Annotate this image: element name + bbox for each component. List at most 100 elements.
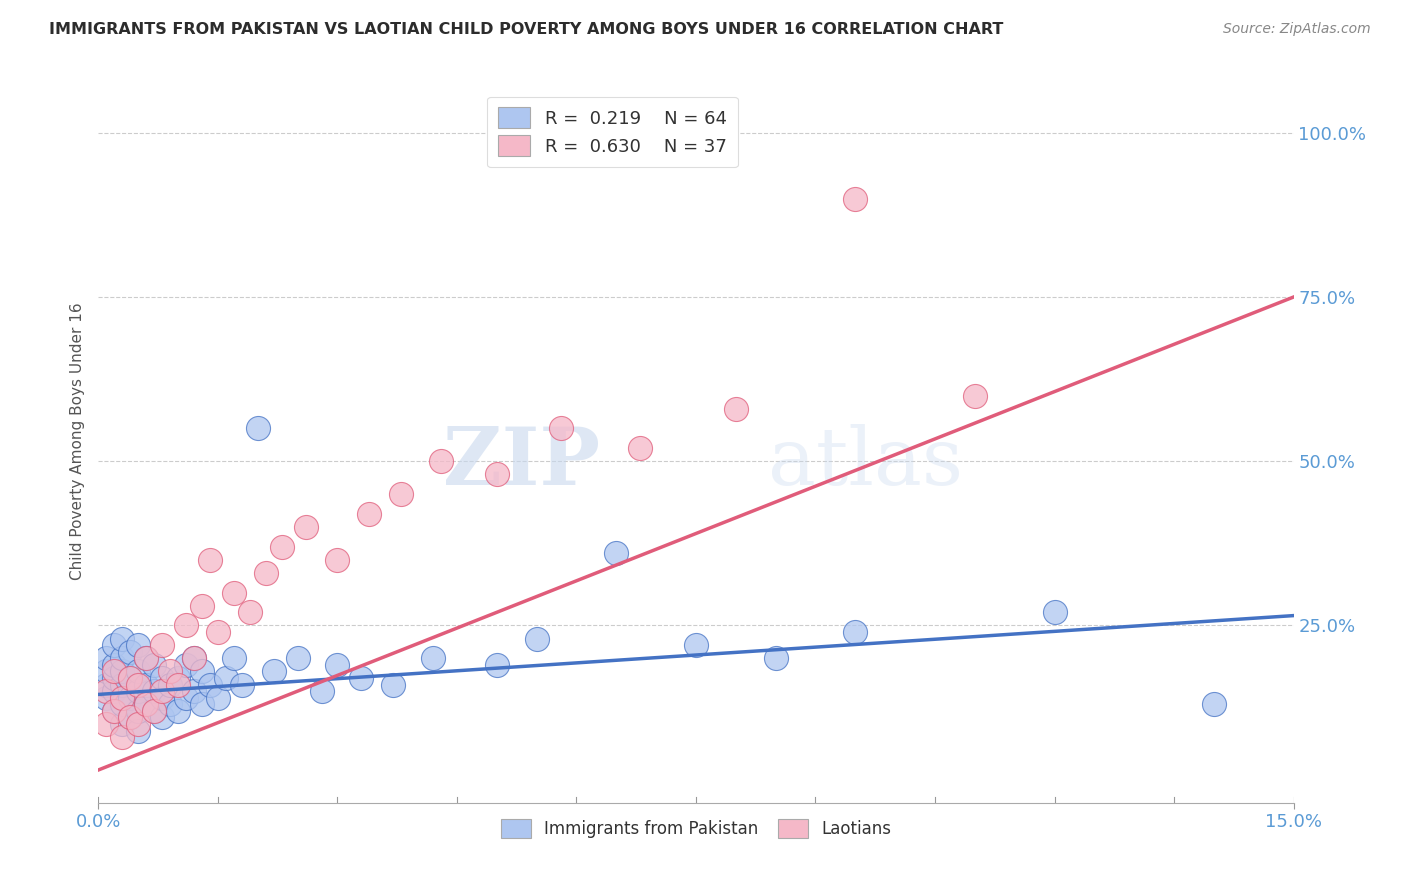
Point <box>111 677 134 691</box>
Point <box>135 651 157 665</box>
Point <box>143 704 166 718</box>
Point <box>159 665 181 679</box>
Point <box>207 690 229 705</box>
Point <box>111 690 134 705</box>
Point <box>1043 605 1066 619</box>
Point <box>103 704 125 718</box>
Point <box>765 651 787 665</box>
Point <box>135 651 157 665</box>
Point <box>120 671 142 685</box>
Point <box>359 507 381 521</box>
Point <box>111 717 134 731</box>
Point <box>127 684 149 698</box>
Text: atlas: atlas <box>768 425 963 502</box>
Point <box>287 651 309 665</box>
Point <box>111 632 134 646</box>
Point <box>485 467 508 482</box>
Point <box>430 454 453 468</box>
Point <box>159 698 181 712</box>
Point <box>191 599 214 613</box>
Point <box>103 665 125 679</box>
Point <box>844 192 866 206</box>
Point <box>198 553 221 567</box>
Point <box>150 684 173 698</box>
Point <box>167 704 190 718</box>
Point <box>724 401 747 416</box>
Point <box>143 704 166 718</box>
Point <box>150 690 173 705</box>
Point <box>127 717 149 731</box>
Point <box>120 710 142 724</box>
Point <box>96 651 118 665</box>
Point <box>963 388 986 402</box>
Point <box>96 717 118 731</box>
Point <box>174 657 197 672</box>
Point <box>183 684 205 698</box>
Point <box>326 657 349 672</box>
Point <box>174 690 197 705</box>
Point <box>174 618 197 632</box>
Point <box>150 638 173 652</box>
Point <box>844 625 866 640</box>
Point <box>96 677 118 691</box>
Point <box>167 677 190 691</box>
Point <box>485 657 508 672</box>
Point <box>103 684 125 698</box>
Point <box>222 651 245 665</box>
Point <box>183 651 205 665</box>
Text: ZIP: ZIP <box>443 425 600 502</box>
Legend: Immigrants from Pakistan, Laotians: Immigrants from Pakistan, Laotians <box>494 813 898 845</box>
Point <box>127 704 149 718</box>
Point <box>103 638 125 652</box>
Point <box>183 651 205 665</box>
Point <box>103 671 125 685</box>
Point <box>96 665 118 679</box>
Point <box>231 677 253 691</box>
Point <box>311 684 333 698</box>
Point <box>159 677 181 691</box>
Point <box>526 632 548 646</box>
Point <box>239 605 262 619</box>
Point <box>246 421 269 435</box>
Point <box>120 671 142 685</box>
Point <box>350 671 373 685</box>
Point <box>605 546 627 560</box>
Point <box>127 665 149 679</box>
Point <box>685 638 707 652</box>
Point <box>135 698 157 712</box>
Point <box>150 710 173 724</box>
Point <box>103 657 125 672</box>
Point <box>191 698 214 712</box>
Point <box>127 677 149 691</box>
Point <box>120 645 142 659</box>
Point <box>382 677 405 691</box>
Point <box>127 638 149 652</box>
Point <box>135 677 157 691</box>
Point <box>135 698 157 712</box>
Point <box>111 665 134 679</box>
Point <box>103 704 125 718</box>
Point <box>120 690 142 705</box>
Point <box>422 651 444 665</box>
Point <box>111 698 134 712</box>
Point <box>389 487 412 501</box>
Point <box>96 684 118 698</box>
Point <box>143 684 166 698</box>
Point <box>326 553 349 567</box>
Point <box>254 566 277 580</box>
Point <box>111 651 134 665</box>
Point <box>111 730 134 744</box>
Point <box>150 671 173 685</box>
Point <box>294 520 316 534</box>
Text: IMMIGRANTS FROM PAKISTAN VS LAOTIAN CHILD POVERTY AMONG BOYS UNDER 16 CORRELATIO: IMMIGRANTS FROM PAKISTAN VS LAOTIAN CHIL… <box>49 22 1004 37</box>
Point <box>1202 698 1225 712</box>
Point <box>550 421 572 435</box>
Point <box>120 710 142 724</box>
Point <box>127 723 149 738</box>
Point <box>207 625 229 640</box>
Point <box>628 441 651 455</box>
Point <box>198 677 221 691</box>
Point <box>270 540 292 554</box>
Y-axis label: Child Poverty Among Boys Under 16: Child Poverty Among Boys Under 16 <box>69 302 84 581</box>
Text: Source: ZipAtlas.com: Source: ZipAtlas.com <box>1223 22 1371 37</box>
